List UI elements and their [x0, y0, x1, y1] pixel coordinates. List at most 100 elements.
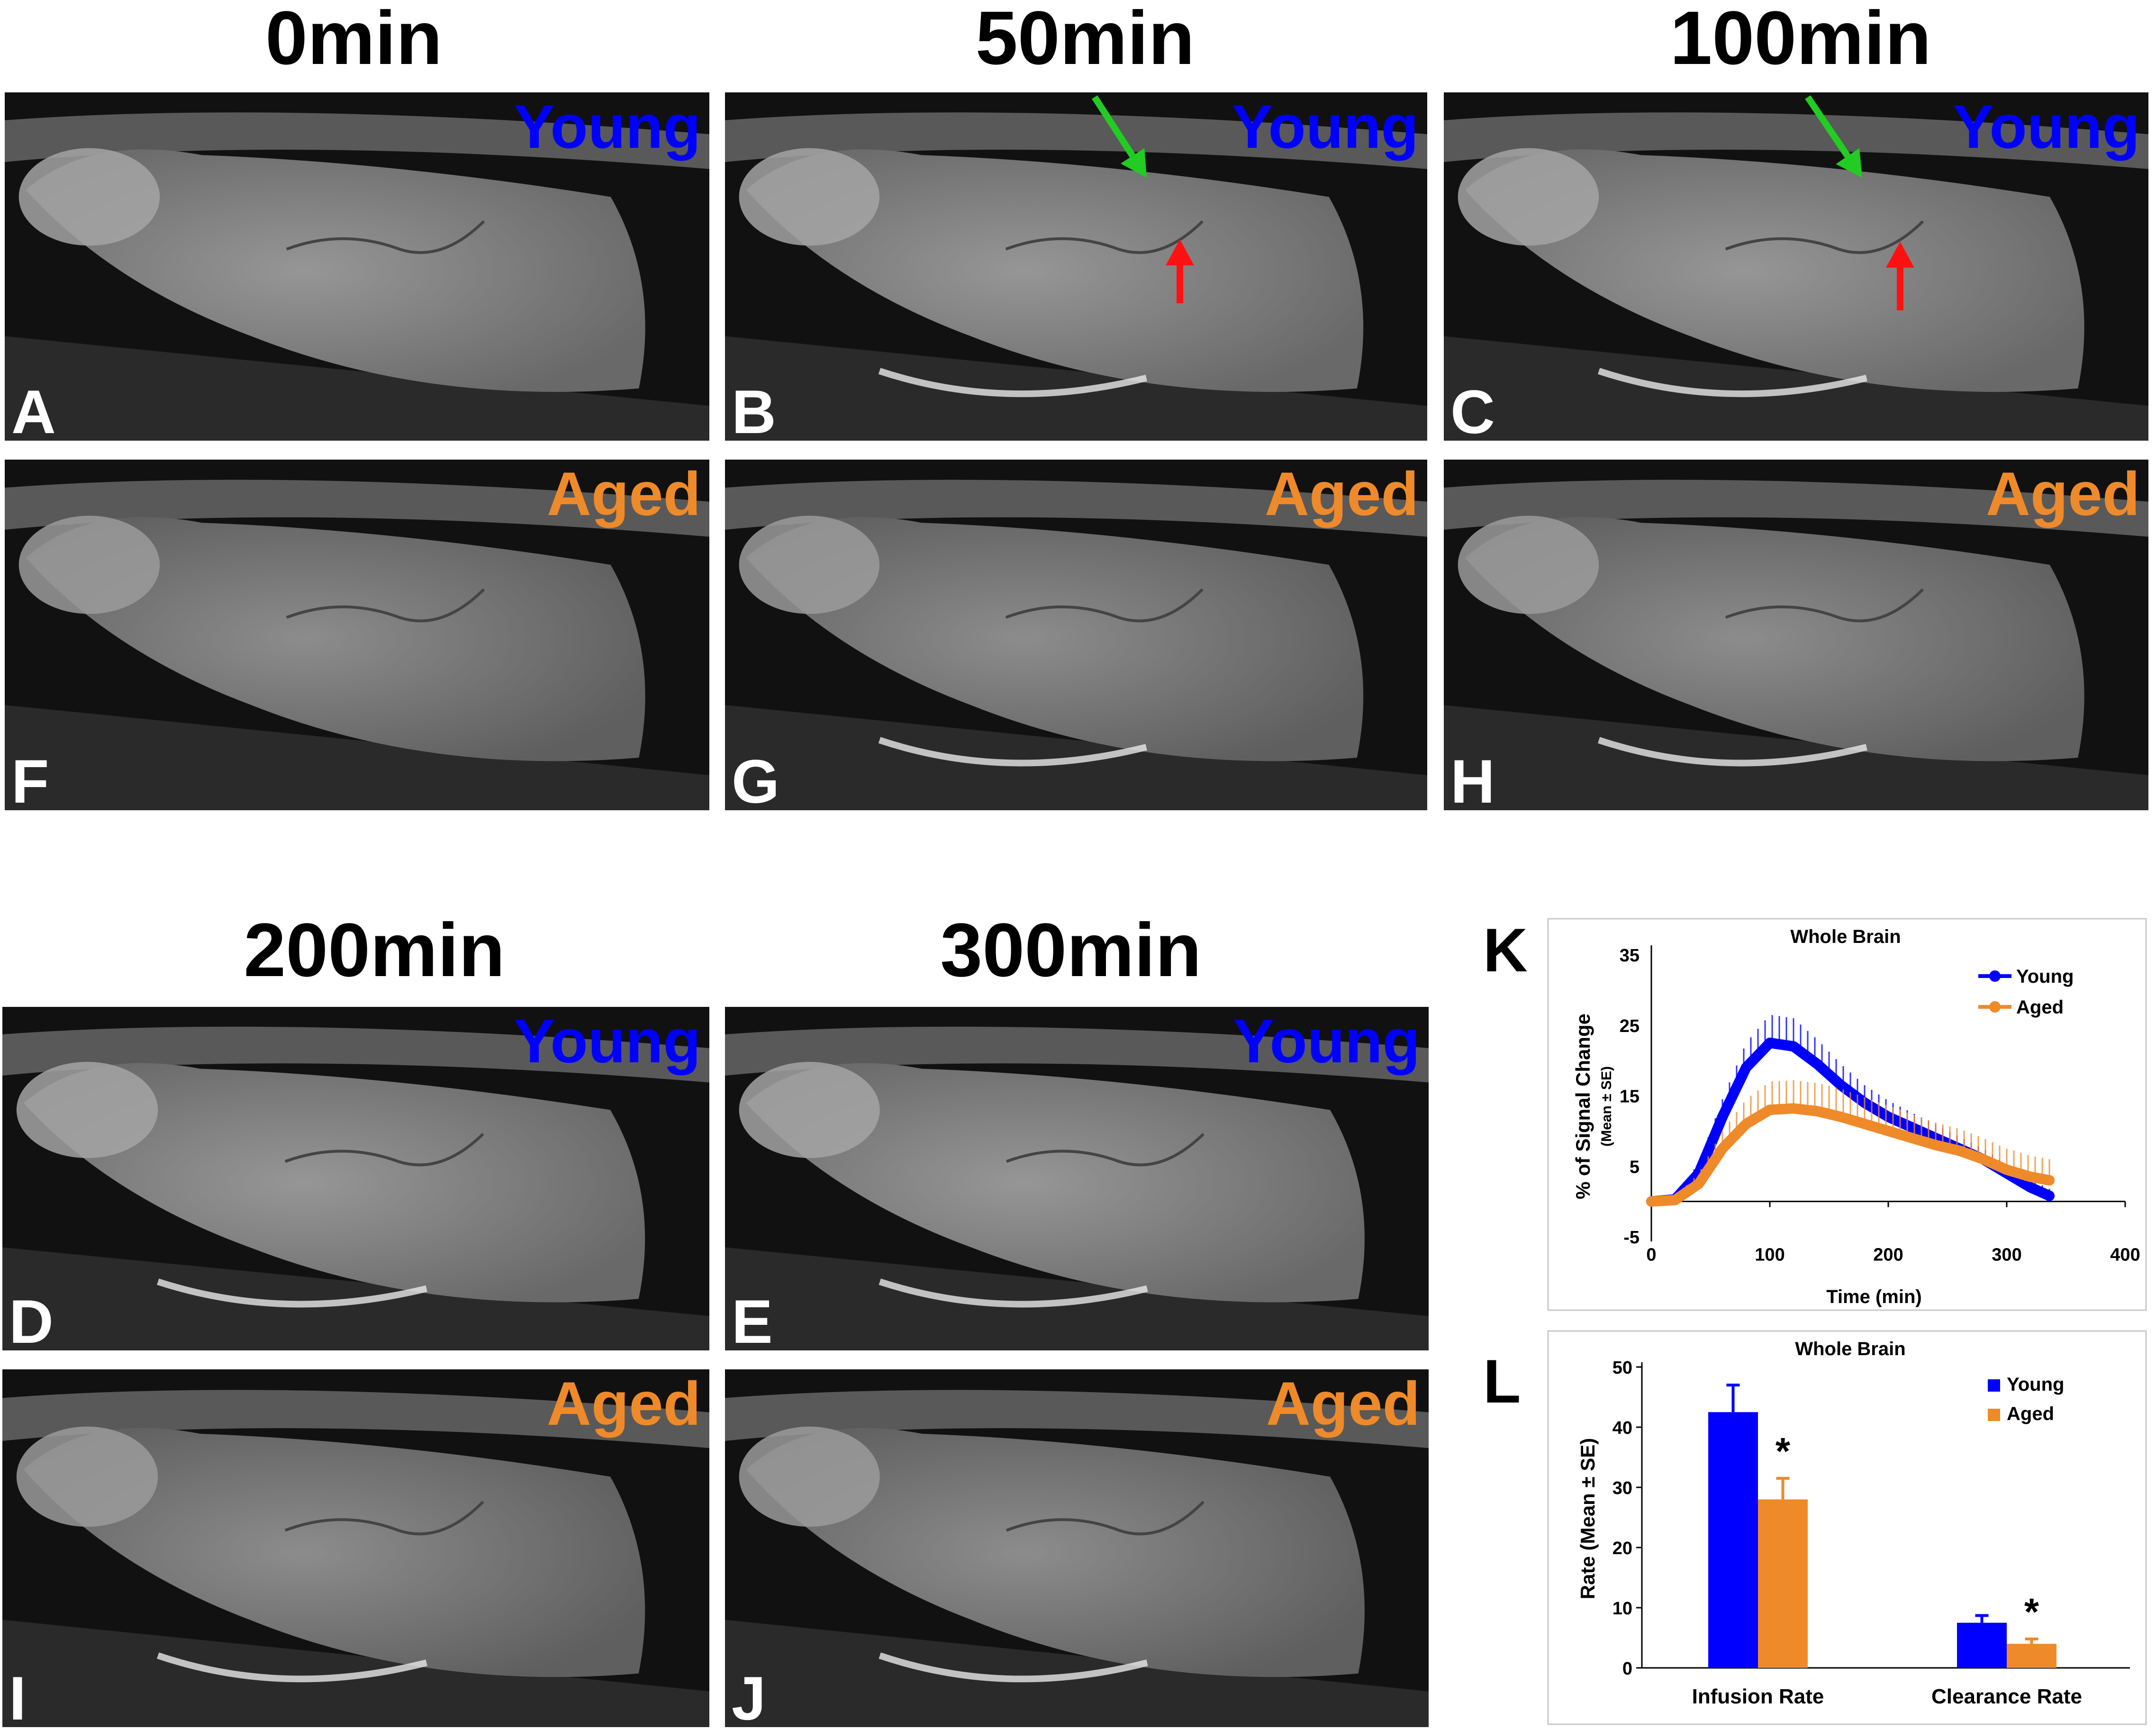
group-label: Young	[1953, 92, 2140, 161]
data-point	[1765, 1104, 1775, 1115]
green-arrow-icon	[1805, 95, 1862, 178]
data-point	[1741, 1062, 1751, 1073]
data-point	[1670, 1195, 1680, 1205]
data-point	[1859, 1119, 1870, 1129]
panel-letter-k: K	[1483, 915, 1528, 985]
y-tick-label: 20	[1612, 1539, 1632, 1558]
y-tick-label: 10	[1612, 1599, 1632, 1619]
data-point	[1812, 1059, 1822, 1069]
red-arrow-icon	[1166, 239, 1194, 303]
panel-letter: B	[732, 377, 776, 441]
data-point	[1907, 1132, 1917, 1143]
data-point	[1788, 1041, 1799, 1052]
data-point	[1978, 1154, 1988, 1165]
mri-panel-d: Young D	[2, 1007, 709, 1350]
y-tick-label: 30	[1612, 1478, 1632, 1498]
panel-letter: G	[732, 747, 780, 810]
data-point	[1717, 1112, 1728, 1122]
mri-panel-c: Young C	[1444, 92, 2148, 441]
mri-panel-a: Young A	[5, 92, 709, 441]
mri-panel-j: Aged J	[725, 1369, 1429, 1727]
data-point	[1646, 1196, 1657, 1207]
data-point	[1954, 1145, 1965, 1156]
y-tick-label: 0	[1622, 1659, 1632, 1679]
group-label: Young	[514, 1007, 701, 1076]
panel-letter: F	[11, 747, 49, 810]
panel-letter-l: L	[1483, 1347, 1521, 1416]
group-label: Aged	[547, 1369, 701, 1438]
x-tick-label: 100	[1755, 1245, 1785, 1265]
legend-swatch	[1988, 1379, 2000, 1392]
panel-letter: D	[9, 1287, 54, 1350]
data-point	[1883, 1125, 1893, 1136]
x-tick-label: 400	[2110, 1245, 2140, 1265]
mri-sagittal-brain-image	[725, 460, 1427, 810]
mri-sagittal-brain-image	[2, 1369, 709, 1727]
group-label: Aged	[1265, 460, 1419, 528]
data-point	[2025, 1182, 2036, 1193]
time-title-100min: 100min	[1670, 0, 1931, 80]
x-tick-label: 300	[1992, 1245, 2021, 1265]
legend-marker	[1989, 1001, 2001, 1013]
data-point	[1694, 1178, 1704, 1189]
significance-asterisk: *	[2024, 1591, 2039, 1633]
y-tick-label: -5	[1623, 1228, 1640, 1248]
mri-sagittal-brain-image	[1444, 460, 2148, 810]
data-point	[1836, 1112, 1846, 1122]
panel-letter: I	[9, 1664, 27, 1727]
mri-sagittal-brain-image	[5, 92, 709, 441]
data-point	[1930, 1140, 1941, 1150]
group-label: Aged	[547, 460, 701, 528]
bar-young	[1708, 1412, 1758, 1668]
y-tick-label: 25	[1620, 1016, 1640, 1036]
bar-aged	[2007, 1644, 2056, 1668]
group-label: Aged	[1266, 1369, 1420, 1438]
chart-title: Whole Brain	[1790, 926, 1901, 947]
panel-letter: A	[11, 377, 56, 441]
mri-panel-f: Aged F	[5, 460, 709, 810]
bar-chart-whole-brain: Whole Brain 0 10 20 30 40 50 Rate (Mean ± SE) In…	[1547, 1330, 2147, 1725]
red-arrow-icon	[1886, 242, 1914, 310]
mri-panel-i: Aged I	[2, 1369, 709, 1727]
panel-letter: E	[732, 1287, 773, 1350]
data-point	[1812, 1106, 1822, 1117]
mri-sagittal-brain-image	[2, 1007, 709, 1350]
mri-panel-b: Young B	[725, 92, 1427, 441]
green-arrow-icon	[1092, 95, 1147, 178]
line-chart-whole-brain: Whole Brain -5 5 15 25 35 0 100 200 300 400 Time (m…	[1547, 918, 2147, 1311]
mri-sagittal-brain-image	[725, 1369, 1429, 1727]
data-point	[1717, 1143, 1728, 1154]
group-label: Aged	[1986, 460, 2140, 528]
x-category-label: Infusion Rate	[1692, 1685, 1824, 1708]
y-axis-label: % of Signal Change	[1572, 1014, 1594, 1199]
bar-aged	[1758, 1499, 1808, 1668]
y-tick-label: 15	[1620, 1087, 1640, 1107]
data-point	[1836, 1080, 1846, 1091]
x-tick-label: 0	[1646, 1245, 1656, 1265]
group-label: Young	[514, 92, 701, 161]
data-point	[2025, 1171, 2036, 1182]
legend-label: Aged	[2016, 997, 2064, 1018]
mri-sagittal-brain-image	[5, 460, 709, 810]
mri-panel-h: Aged H	[1444, 460, 2148, 810]
y-tick-label: 40	[1612, 1418, 1632, 1438]
time-title-300min: 300min	[940, 907, 1202, 992]
panel-letter: H	[1450, 747, 1495, 810]
y-tick-label: 35	[1620, 946, 1640, 966]
mri-sagittal-brain-image	[725, 92, 1427, 441]
data-point	[1788, 1103, 1799, 1114]
x-axis-label: Time (min)	[1826, 1286, 1922, 1307]
y-axis-sublabel: (Mean ± SE)	[1599, 1066, 1614, 1147]
y-tick-label: 50	[1612, 1358, 1632, 1378]
legend-swatch	[1988, 1409, 2000, 1421]
data-point	[2044, 1175, 2055, 1186]
mri-sagittal-brain-image	[725, 1007, 1429, 1350]
panel-letter: C	[1450, 377, 1495, 441]
panel-letter: J	[732, 1664, 766, 1727]
mri-sagittal-brain-image	[1444, 92, 2148, 441]
time-title-200min: 200min	[244, 907, 505, 992]
chart-title: Whole Brain	[1795, 1339, 1905, 1359]
x-tick-label: 200	[1873, 1245, 1903, 1265]
y-axis-label: Rate (Mean ± SE)	[1576, 1438, 1599, 1599]
legend-label: Aged	[2007, 1403, 2054, 1424]
